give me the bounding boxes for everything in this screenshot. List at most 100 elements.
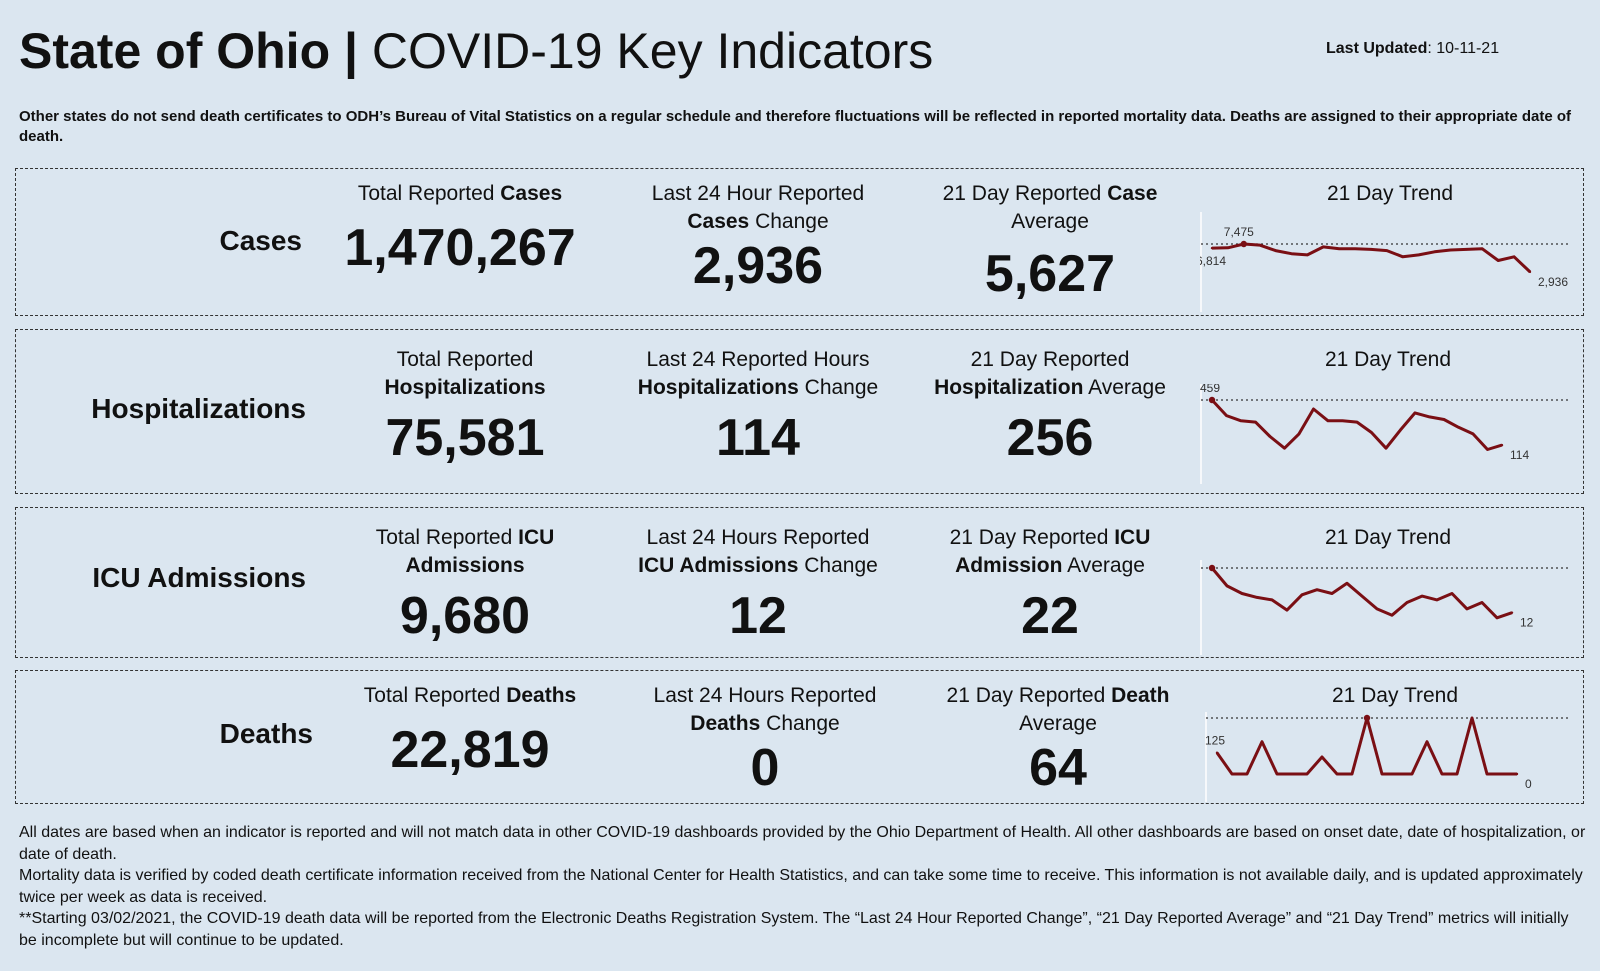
trend-point: [1330, 592, 1334, 595]
trend-point: [1385, 249, 1389, 252]
last-updated: Last Updated: 10-11-21: [1326, 40, 1499, 58]
cases-change-metric: Last 24 Hour Reported Cases Change 2,936: [608, 180, 908, 296]
trend-point: [1255, 596, 1259, 599]
label-bold: Admission: [955, 554, 1063, 577]
trend-start-label: 6,814: [1200, 254, 1226, 268]
cases-average-metric: 21 Day Reported Case Average 5,627: [900, 180, 1200, 304]
trend-point: [1528, 270, 1532, 274]
title-indicators: COVID-19 Key Indicators: [371, 23, 934, 79]
trend-point: [1485, 772, 1489, 776]
trend-point: [1268, 435, 1272, 438]
trend-point: [1399, 428, 1402, 432]
trend-point: [1290, 252, 1293, 255]
deaths-total-metric: Total Reported Deaths 22,819: [330, 682, 610, 780]
trend-point: [1495, 616, 1499, 619]
cases-panel: [15, 168, 1584, 316]
hospitalizations-change-label-line2: Hospitalizations Change: [608, 374, 908, 402]
last-updated-label: Last Updated: [1326, 40, 1428, 57]
label-bold: Admissions: [405, 554, 525, 577]
icu-total-label-line1: Total Reported ICU: [330, 524, 600, 552]
trend-end-label: 114: [1510, 448, 1529, 462]
trend-point: [1405, 601, 1409, 604]
icu-average-metric: 21 Day Reported ICU Admission Average 22: [900, 524, 1200, 646]
trend-point: [1355, 420, 1359, 424]
trend-point: [1497, 259, 1500, 262]
label-text: Total Reported: [363, 684, 507, 707]
icu-average-label-line1: 21 Day Reported ICU: [900, 524, 1200, 552]
footer-note-dates: All dates are based when an indicator is…: [19, 824, 1586, 863]
trend-start-label: 47: [1200, 560, 1214, 563]
trend-point: [1240, 592, 1244, 595]
last-updated-value: : 10-11-21: [1427, 40, 1500, 57]
trend-point: [1420, 594, 1424, 598]
trend-point: [1258, 243, 1261, 247]
trend-max-marker: [1240, 240, 1247, 248]
trend-series-line: [1210, 567, 1513, 620]
cases-trend-sparkline: 6,814 7,475 2,936: [1200, 212, 1568, 312]
trend-point: [1225, 584, 1229, 588]
hospitalizations-total-value: 75,581: [385, 409, 545, 467]
trend-point: [1274, 249, 1277, 252]
trend-point: [1390, 614, 1394, 617]
trend-point: [1425, 740, 1429, 743]
cases-average-value: 5,627: [984, 245, 1116, 303]
icu-trend-sparkline: 47 12: [1200, 560, 1568, 655]
trend-point: [1417, 253, 1420, 257]
trend-point: [1350, 772, 1354, 776]
trend-point: [1305, 772, 1309, 776]
trend-point: [1353, 247, 1357, 250]
trend-point: [1395, 772, 1399, 776]
title-state: State of Ohio |: [19, 23, 358, 79]
row-label-icu-admissions: ICU Admissions: [92, 562, 306, 593]
deaths-average-label-line2: Average: [1019, 712, 1097, 735]
trend-point: [1384, 447, 1388, 450]
trend-point: [1457, 426, 1460, 429]
trend-point: [1290, 772, 1294, 776]
hospitalizations-total-metric: Total Reported Hospitalizations 75,581: [330, 346, 600, 468]
deaths-average-metric: 21 Day Reported Death Average 64: [908, 682, 1208, 798]
cases-change-label-line2: Cases Change: [608, 208, 908, 236]
trend-end-label: 12: [1520, 616, 1534, 630]
trend-start-label: 125: [1205, 734, 1225, 748]
icu-change-label-line1: Last 24 Hours Reported: [646, 526, 870, 549]
label-bold: Death: [1111, 684, 1170, 707]
trend-series-line: [1215, 716, 1517, 776]
label-text: Average: [1062, 554, 1145, 577]
hospitalizations-average-value: 256: [1006, 409, 1094, 467]
trend-point: [1239, 419, 1243, 422]
hospitalizations-change-label-line1: Last 24 Reported Hours: [646, 348, 870, 371]
hospitalizations-trend-title: 21 Day Trend: [1324, 348, 1452, 371]
trend-point: [1413, 411, 1417, 415]
trend-point: [1465, 248, 1468, 251]
trend-point: [1360, 594, 1364, 598]
hospitalizations-average-metric: 21 Day Reported Hospitalization Average …: [900, 346, 1200, 468]
trend-point: [1369, 248, 1373, 251]
icu-total-value: 9,680: [399, 587, 531, 645]
cases-total-metric: Total Reported Cases 1,470,267: [320, 180, 600, 278]
trend-point: [1226, 246, 1230, 250]
deaths-total-label: Total Reported Deaths: [330, 682, 610, 710]
icu-trend-title: 21 Day Trend: [1324, 526, 1452, 549]
trend-point: [1306, 253, 1309, 257]
hospitalizations-average-label-line1: 21 Day Reported: [970, 348, 1130, 371]
cases-trend-title: 21 Day Trend: [1326, 182, 1454, 205]
icu-change-label-line2: ICU Admissions Change: [608, 552, 908, 580]
cases-change-value: 2,936: [692, 237, 824, 295]
trend-point: [1442, 418, 1446, 421]
trend-point: [1500, 772, 1504, 776]
mortality-note: Other states do not send death certifica…: [19, 108, 1572, 145]
trend-point: [1322, 245, 1325, 249]
trend-point: [1486, 448, 1489, 451]
trend-max-label: 329: [1347, 712, 1367, 713]
trend-point: [1215, 751, 1219, 754]
trend-max-marker: [1363, 714, 1371, 722]
row-label-cases: Cases: [219, 225, 302, 256]
trend-point: [1449, 248, 1452, 252]
label-text: Change: [798, 376, 879, 399]
trend-point: [1440, 772, 1444, 776]
deaths-total-value: 22,819: [390, 721, 550, 779]
hospitalizations-change-metric: Last 24 Reported Hours Hospitalizations …: [608, 346, 908, 468]
trend-point: [1297, 432, 1301, 436]
label-text: 21 Day Reported: [949, 526, 1115, 549]
footer-note-edrs: **Starting 03/02/2021, the COVID-19 deat…: [19, 910, 1569, 949]
